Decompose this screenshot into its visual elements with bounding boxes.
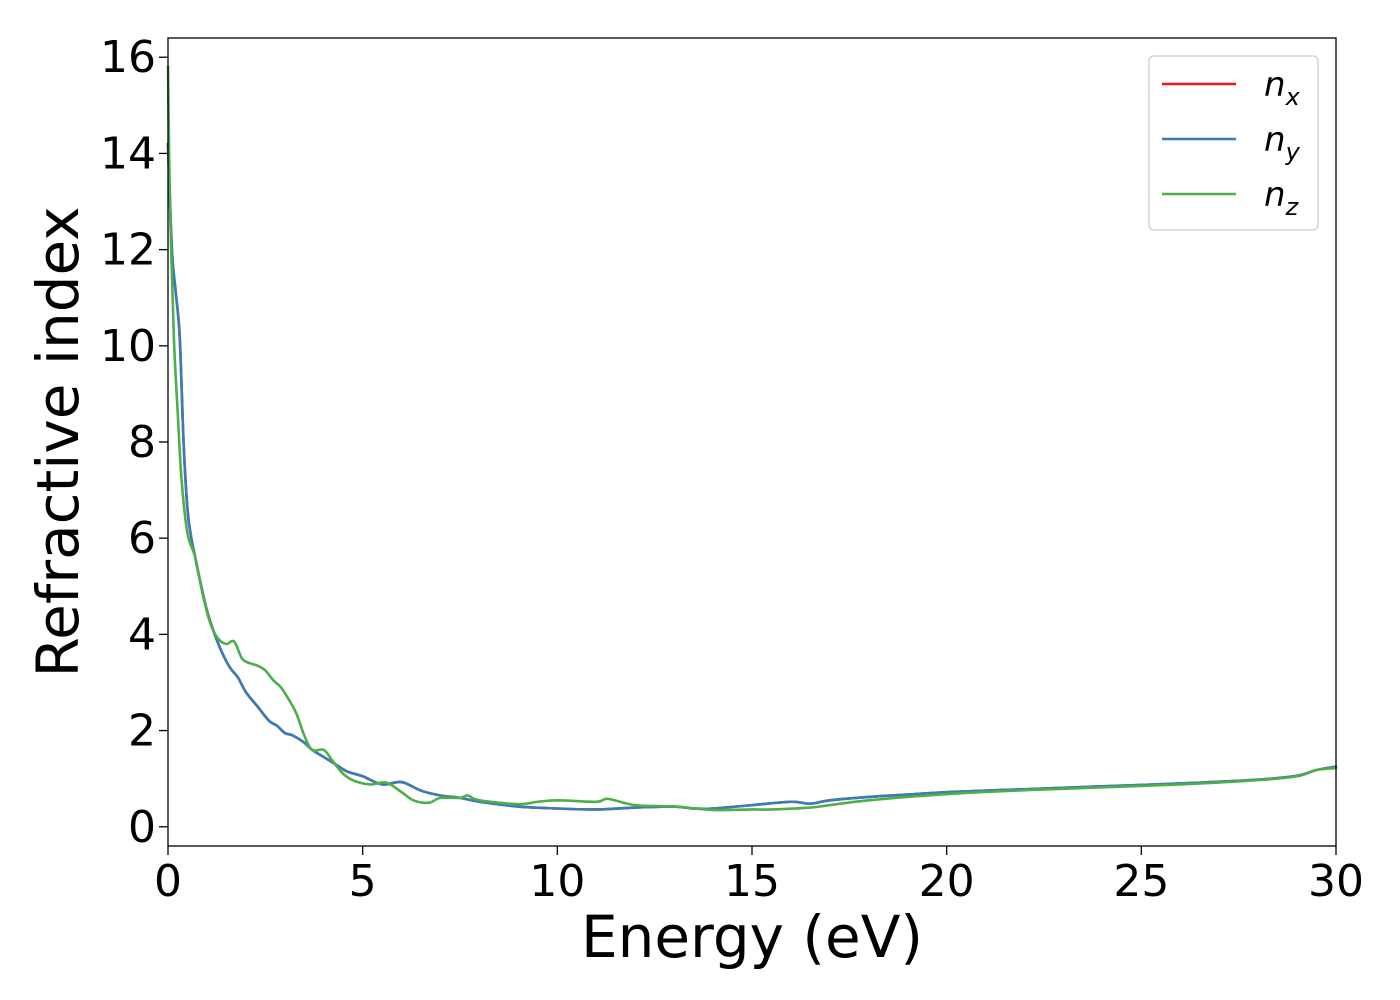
x-tick-label: 10 <box>529 856 585 907</box>
legend-frame <box>1148 55 1319 231</box>
y-tick-label: 16 <box>100 32 156 83</box>
x-tick-label: 15 <box>724 856 780 907</box>
y-axis-ticks: 0 2 4 6 8 10 12 14 16 <box>100 32 168 853</box>
y-tick-label: 0 <box>128 802 156 853</box>
x-tick-label: 0 <box>154 856 182 907</box>
y-tick-label: 10 <box>100 321 156 372</box>
x-tick-label: 5 <box>349 856 377 907</box>
x-tick-label: 25 <box>1113 856 1169 907</box>
x-tick-label: 20 <box>919 856 975 907</box>
x-axis-ticks: 0 5 10 15 20 25 30 <box>154 846 1364 907</box>
legend-label-subscript: y <box>1285 138 1301 166</box>
y-tick-label: 14 <box>100 128 156 179</box>
legend-label-base: n <box>1264 175 1286 215</box>
y-tick-label: 2 <box>128 706 156 757</box>
y-axis-title: Refractive index <box>24 206 92 677</box>
y-tick-label: 4 <box>128 609 156 660</box>
legend-label-x: nx <box>1264 65 1301 111</box>
x-axis-title: Energy (eV) <box>581 903 923 971</box>
y-tick-label: 6 <box>128 513 156 564</box>
legend-label-z: nz <box>1264 175 1300 221</box>
series-layer <box>166 65 1338 812</box>
y-tick-label: 8 <box>128 417 156 468</box>
x-tick-label: 30 <box>1308 856 1364 907</box>
legend-label-base: n <box>1264 120 1286 160</box>
y-tick-label: 12 <box>100 225 156 276</box>
legend-label-y: ny <box>1264 120 1301 166</box>
legend-label-subscript: x <box>1285 83 1301 111</box>
legend-label-subscript: z <box>1285 193 1300 221</box>
legend-label-base: n <box>1264 65 1286 105</box>
series-line-z <box>166 65 1338 812</box>
plot-background <box>168 38 1336 846</box>
